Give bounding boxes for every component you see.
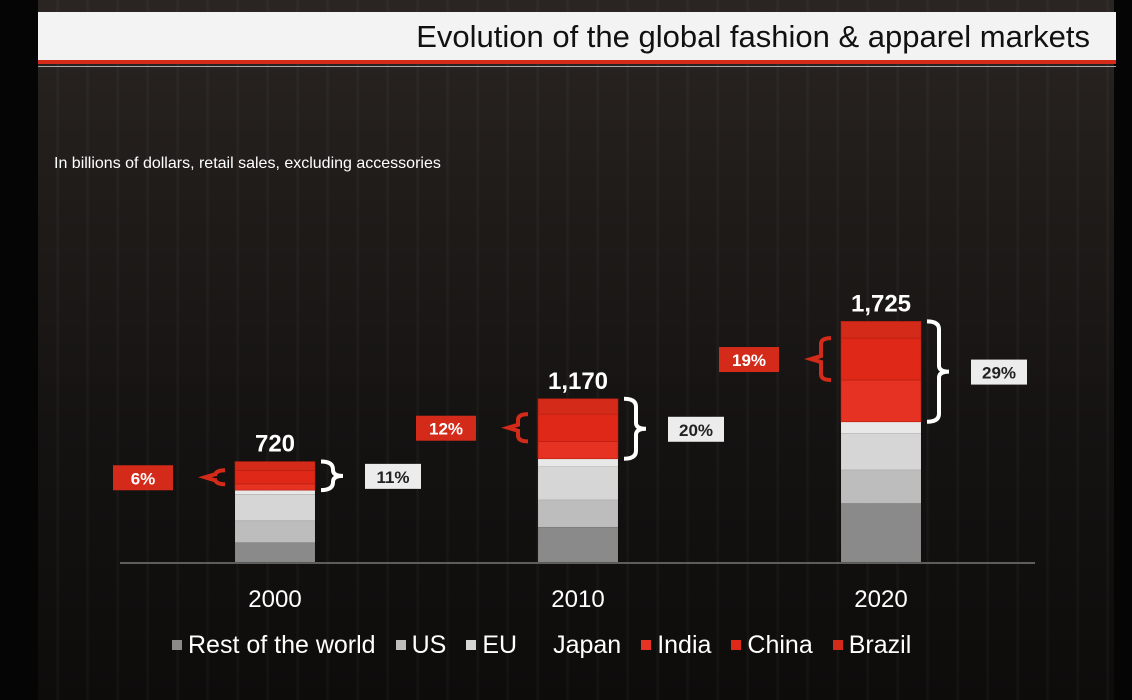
emerging-share-box-2000 xyxy=(365,463,421,489)
chart-legend: Rest of the world US EU Japan India China Braz… xyxy=(172,628,931,662)
x-tick-label-2010: 2010 xyxy=(551,586,604,613)
bar-segment-eu-2000 xyxy=(234,494,316,522)
legend-item-eu: EU xyxy=(466,631,517,660)
legend-label: Japan xyxy=(553,630,622,659)
title-band: Evolution of the global fashion & appare… xyxy=(38,12,1116,60)
emerging-share-label-2020: 29% xyxy=(982,364,1016,383)
bar-segment-rest-of-the-world-2000 xyxy=(234,542,316,563)
total-label-2010: 1,170 xyxy=(548,368,608,395)
emerging-share-box-2020 xyxy=(971,359,1027,385)
title-rule xyxy=(38,60,1116,64)
bar-segment-rest-of-the-world-2020 xyxy=(840,503,922,563)
bar-segment-japan-2000 xyxy=(234,489,316,495)
bar-segment-japan-2020 xyxy=(840,421,922,434)
emerging-share-box-2010 xyxy=(668,416,724,442)
left-border xyxy=(0,0,38,700)
bar-segment-brazil-2010 xyxy=(537,398,619,415)
bar-segment-china-2010 xyxy=(537,413,619,442)
brace-china-2000 xyxy=(198,468,226,487)
legend-item-china: China xyxy=(731,630,813,660)
bar-segment-india-2000 xyxy=(234,483,316,491)
legend-swatch xyxy=(395,640,406,650)
x-tick-label-2020: 2020 xyxy=(854,586,907,613)
bar-segment-us-2000 xyxy=(234,520,316,543)
bar-segment-us-2020 xyxy=(840,469,922,504)
legend-swatch xyxy=(537,640,547,650)
emerging-share-label-2000: 11% xyxy=(376,468,409,487)
title-rule-thin xyxy=(38,66,1116,67)
legend-swatch xyxy=(641,640,652,650)
brace-emerging-2010 xyxy=(623,396,647,461)
bar-segment-japan-2010 xyxy=(537,458,619,467)
legend-item-japan: Japan xyxy=(537,631,621,660)
emerging-share-label-2010: 20% xyxy=(679,421,713,440)
bar-segment-china-2020 xyxy=(840,337,922,381)
bar-segment-china-2000 xyxy=(234,470,316,485)
bar-segment-rest-of-the-world-2010 xyxy=(537,526,619,563)
bar-segment-eu-2010 xyxy=(537,466,619,501)
bar-segment-brazil-2000 xyxy=(234,461,316,471)
china-share-box-2000 xyxy=(113,465,173,491)
bar-segment-eu-2020 xyxy=(840,433,922,471)
china-share-box-2010 xyxy=(416,415,476,441)
legend-swatch xyxy=(466,640,477,650)
china-share-label-2010: 12% xyxy=(429,420,463,439)
brace-emerging-2000 xyxy=(320,459,344,493)
china-share-label-2000: 6% xyxy=(131,469,156,488)
bar-segment-india-2020 xyxy=(840,379,922,423)
legend-label: EU xyxy=(482,630,518,659)
china-share-box-2020 xyxy=(719,347,779,373)
legend-label: US xyxy=(411,630,447,659)
page-title: Evolution of the global fashion & appare… xyxy=(416,19,1090,54)
bar-segment-brazil-2020 xyxy=(840,321,922,339)
brace-china-2010 xyxy=(501,412,529,444)
legend-swatch xyxy=(832,640,843,650)
legend-label: China xyxy=(747,630,813,659)
legend-label: India xyxy=(657,630,712,659)
legend-swatch xyxy=(731,640,742,650)
chart-subtitle: In billions of dollars, retail sales, ex… xyxy=(54,155,441,172)
legend-item-us: US xyxy=(395,630,447,660)
legend-label: Brazil xyxy=(848,630,912,659)
total-label-2020: 1,725 xyxy=(851,290,911,317)
legend-item-rest-of-the-world: Rest of the world xyxy=(172,631,376,660)
legend-swatch xyxy=(172,640,182,650)
brace-china-2020 xyxy=(804,336,832,382)
legend-item-brazil: Brazil xyxy=(832,630,912,660)
right-border xyxy=(1114,0,1132,700)
legend-label: Rest of the world xyxy=(188,630,376,659)
brace-emerging-2020 xyxy=(926,319,950,424)
bar-segment-india-2010 xyxy=(537,441,619,460)
total-label-2000: 720 xyxy=(255,431,295,458)
china-share-label-2020: 19% xyxy=(732,351,766,370)
bar-segment-us-2010 xyxy=(537,499,619,528)
legend-item-india: India xyxy=(641,631,711,660)
x-tick-label-2000: 2000 xyxy=(248,586,301,613)
